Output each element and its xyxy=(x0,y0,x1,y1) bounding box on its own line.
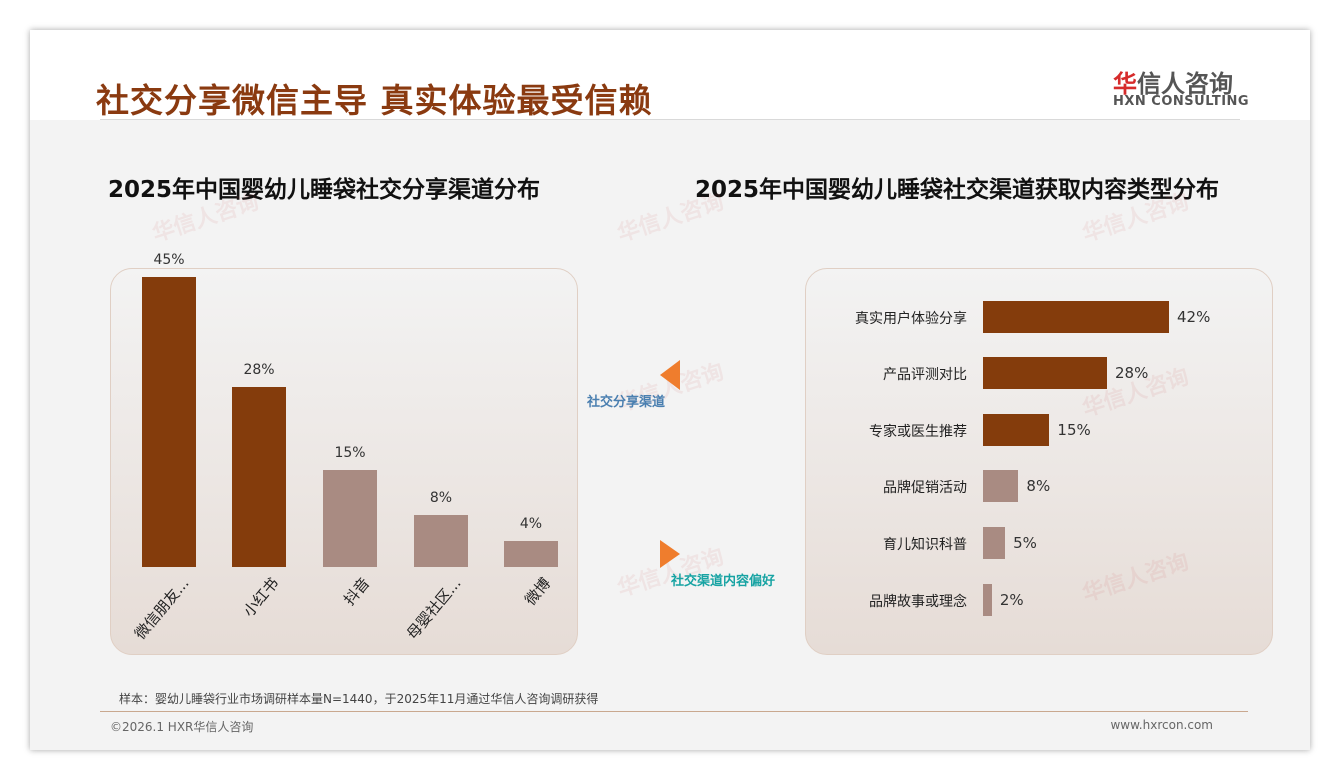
bar xyxy=(983,470,1019,502)
data-label: 8% xyxy=(1026,477,1051,495)
logo-red-char: 华 xyxy=(1113,70,1137,98)
watermark: 华信人咨询 xyxy=(614,189,727,248)
data-label: 15% xyxy=(334,445,366,462)
left-chart-title: 2025年中国婴幼儿睡袋社交分享渠道分布 xyxy=(108,177,541,203)
bar xyxy=(232,386,286,567)
data-label: 45% xyxy=(153,252,185,268)
bar xyxy=(504,541,558,567)
middle-left-label: 社交分享渠道 xyxy=(587,395,666,410)
y-tick-label: 育儿知识科普 xyxy=(883,537,967,553)
website-url: www.hxrcon.com xyxy=(1110,718,1213,732)
header xyxy=(30,30,1310,120)
data-label: 8% xyxy=(429,490,453,507)
y-tick-label: 品牌故事或理念 xyxy=(869,594,967,610)
bar xyxy=(414,515,468,567)
copyright: ©2026.1 HXR华信人咨询 xyxy=(110,720,254,734)
right-chart-title: 2025年中国婴幼儿睡袋社交渠道获取内容类型分布 xyxy=(695,177,1220,203)
data-label: 2% xyxy=(999,591,1024,609)
bar xyxy=(983,414,1050,446)
data-label: 5% xyxy=(1013,534,1037,552)
bar xyxy=(983,584,992,616)
data-label: 28% xyxy=(1115,364,1149,382)
bar xyxy=(983,301,1169,333)
sample-note: 样本：婴幼儿睡袋行业市场调研样本量N=1440，于2025年11月通过华信人咨询… xyxy=(119,692,599,706)
data-label: 15% xyxy=(1057,421,1091,439)
logo-text: 信人咨询 xyxy=(1137,70,1233,98)
bar xyxy=(323,470,377,567)
page-title: 社交分享微信主导 真实体验最受信赖 xyxy=(96,81,653,120)
slide: 社交分享微信主导 真实体验最受信赖 华信人咨询 HXN CONSULTING 2… xyxy=(30,30,1310,750)
bar xyxy=(983,357,1107,389)
y-tick-label: 真实用户体验分享 xyxy=(855,311,967,327)
divider xyxy=(100,119,1240,120)
logo: 华信人咨询 xyxy=(1113,64,1233,99)
y-tick-label: 产品评测对比 xyxy=(883,367,967,383)
middle-right-label: 社交渠道内容偏好 xyxy=(671,574,776,589)
arrow-right-icon xyxy=(660,540,680,568)
y-tick-label: 品牌促销活动 xyxy=(883,480,967,496)
bar xyxy=(142,277,196,567)
logo-en: HXN CONSULTING xyxy=(1113,94,1250,109)
arrow-left-icon xyxy=(660,360,680,390)
data-label: 28% xyxy=(243,361,275,378)
bar xyxy=(983,527,1006,559)
footer-divider xyxy=(100,711,1248,712)
y-tick-label: 专家或医生推荐 xyxy=(869,424,967,440)
data-label: 4% xyxy=(519,516,543,533)
data-label: 42% xyxy=(1177,308,1211,326)
